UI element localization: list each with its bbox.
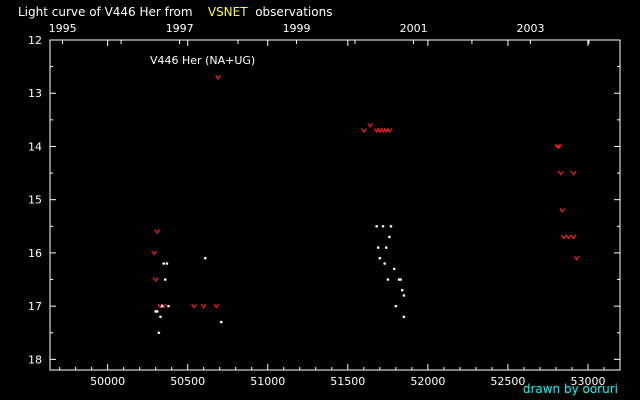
y-tick-label: 14	[28, 140, 42, 153]
upper-limit-point	[151, 250, 158, 256]
upper-limit-point	[560, 234, 567, 240]
year-label: 1997	[166, 22, 194, 35]
chart-annotation: V446 Her (NA+UG)	[150, 54, 255, 67]
observation-point	[378, 256, 382, 260]
upper-limit-point	[559, 207, 566, 213]
observation-point	[162, 262, 165, 265]
observation-point	[376, 246, 380, 249]
x-tick-label: 51000	[250, 375, 285, 388]
y-tick-label: 12	[28, 34, 42, 47]
y-tick-label: 13	[28, 87, 42, 100]
year-label: 1995	[49, 22, 77, 35]
upper-limit-point	[191, 303, 198, 309]
title-suffix: observations	[255, 5, 333, 19]
x-tick-label: 51500	[330, 375, 365, 388]
x-tick-label: 50000	[90, 375, 125, 388]
observation-point	[167, 304, 170, 308]
observation-point	[399, 278, 402, 281]
upper-limit-point	[367, 122, 374, 128]
upper-limit-point	[154, 229, 161, 235]
upper-limit-point	[386, 128, 393, 134]
chart-title: Light curve of V446 Her from VSNET obser…	[18, 5, 332, 19]
observation-point	[400, 288, 404, 292]
observation-point	[381, 224, 385, 228]
x-tick-label: 52500	[490, 375, 525, 388]
y-tick-label: 16	[28, 247, 42, 260]
x-tick-label: 50500	[170, 375, 205, 388]
upper-limit-point	[152, 277, 159, 283]
y-tick-label: 18	[28, 353, 42, 366]
upper-limit-point	[200, 303, 207, 309]
upper-limit-point	[565, 234, 572, 240]
upper-limit-point	[213, 303, 220, 309]
observation-point	[155, 310, 159, 313]
x-tick-label: 52000	[410, 375, 445, 388]
upper-limit-point	[360, 128, 367, 134]
observation-point	[163, 278, 167, 281]
title-source: VSNET	[207, 5, 248, 19]
observation-point	[375, 224, 378, 228]
plot-frame	[49, 39, 621, 371]
credit-label: drawn by ooruri	[522, 382, 618, 396]
observation-point	[388, 235, 391, 239]
upper-limit-point	[215, 74, 222, 80]
observation-point	[220, 320, 223, 324]
observation-point	[160, 304, 164, 308]
observation-point	[157, 331, 161, 335]
upper-limit-point	[570, 234, 577, 240]
observation-point	[402, 294, 406, 297]
y-tick-label: 17	[28, 300, 42, 313]
upper-limit-point	[573, 255, 580, 261]
observation-point	[394, 304, 398, 308]
upper-limit-point	[557, 170, 564, 176]
year-label: 1999	[283, 22, 311, 35]
observation-point	[386, 278, 390, 281]
observation-point	[165, 262, 169, 265]
observation-point	[204, 256, 207, 260]
observation-point	[383, 262, 386, 265]
title-prefix: Light curve of V446 Her from	[18, 5, 193, 19]
year-label: 2001	[400, 22, 428, 35]
x-tick-label: 53000	[570, 375, 605, 388]
upper-limit-point	[554, 144, 561, 149]
y-tick-label: 15	[28, 194, 42, 207]
observation-point	[402, 315, 406, 319]
upper-limit-point	[556, 144, 563, 149]
upper-limit-point	[570, 170, 577, 176]
year-label: 2003	[516, 22, 544, 35]
observation-point	[392, 267, 396, 271]
observation-point	[159, 315, 162, 319]
observation-point	[384, 246, 388, 249]
observation-point	[389, 224, 393, 228]
